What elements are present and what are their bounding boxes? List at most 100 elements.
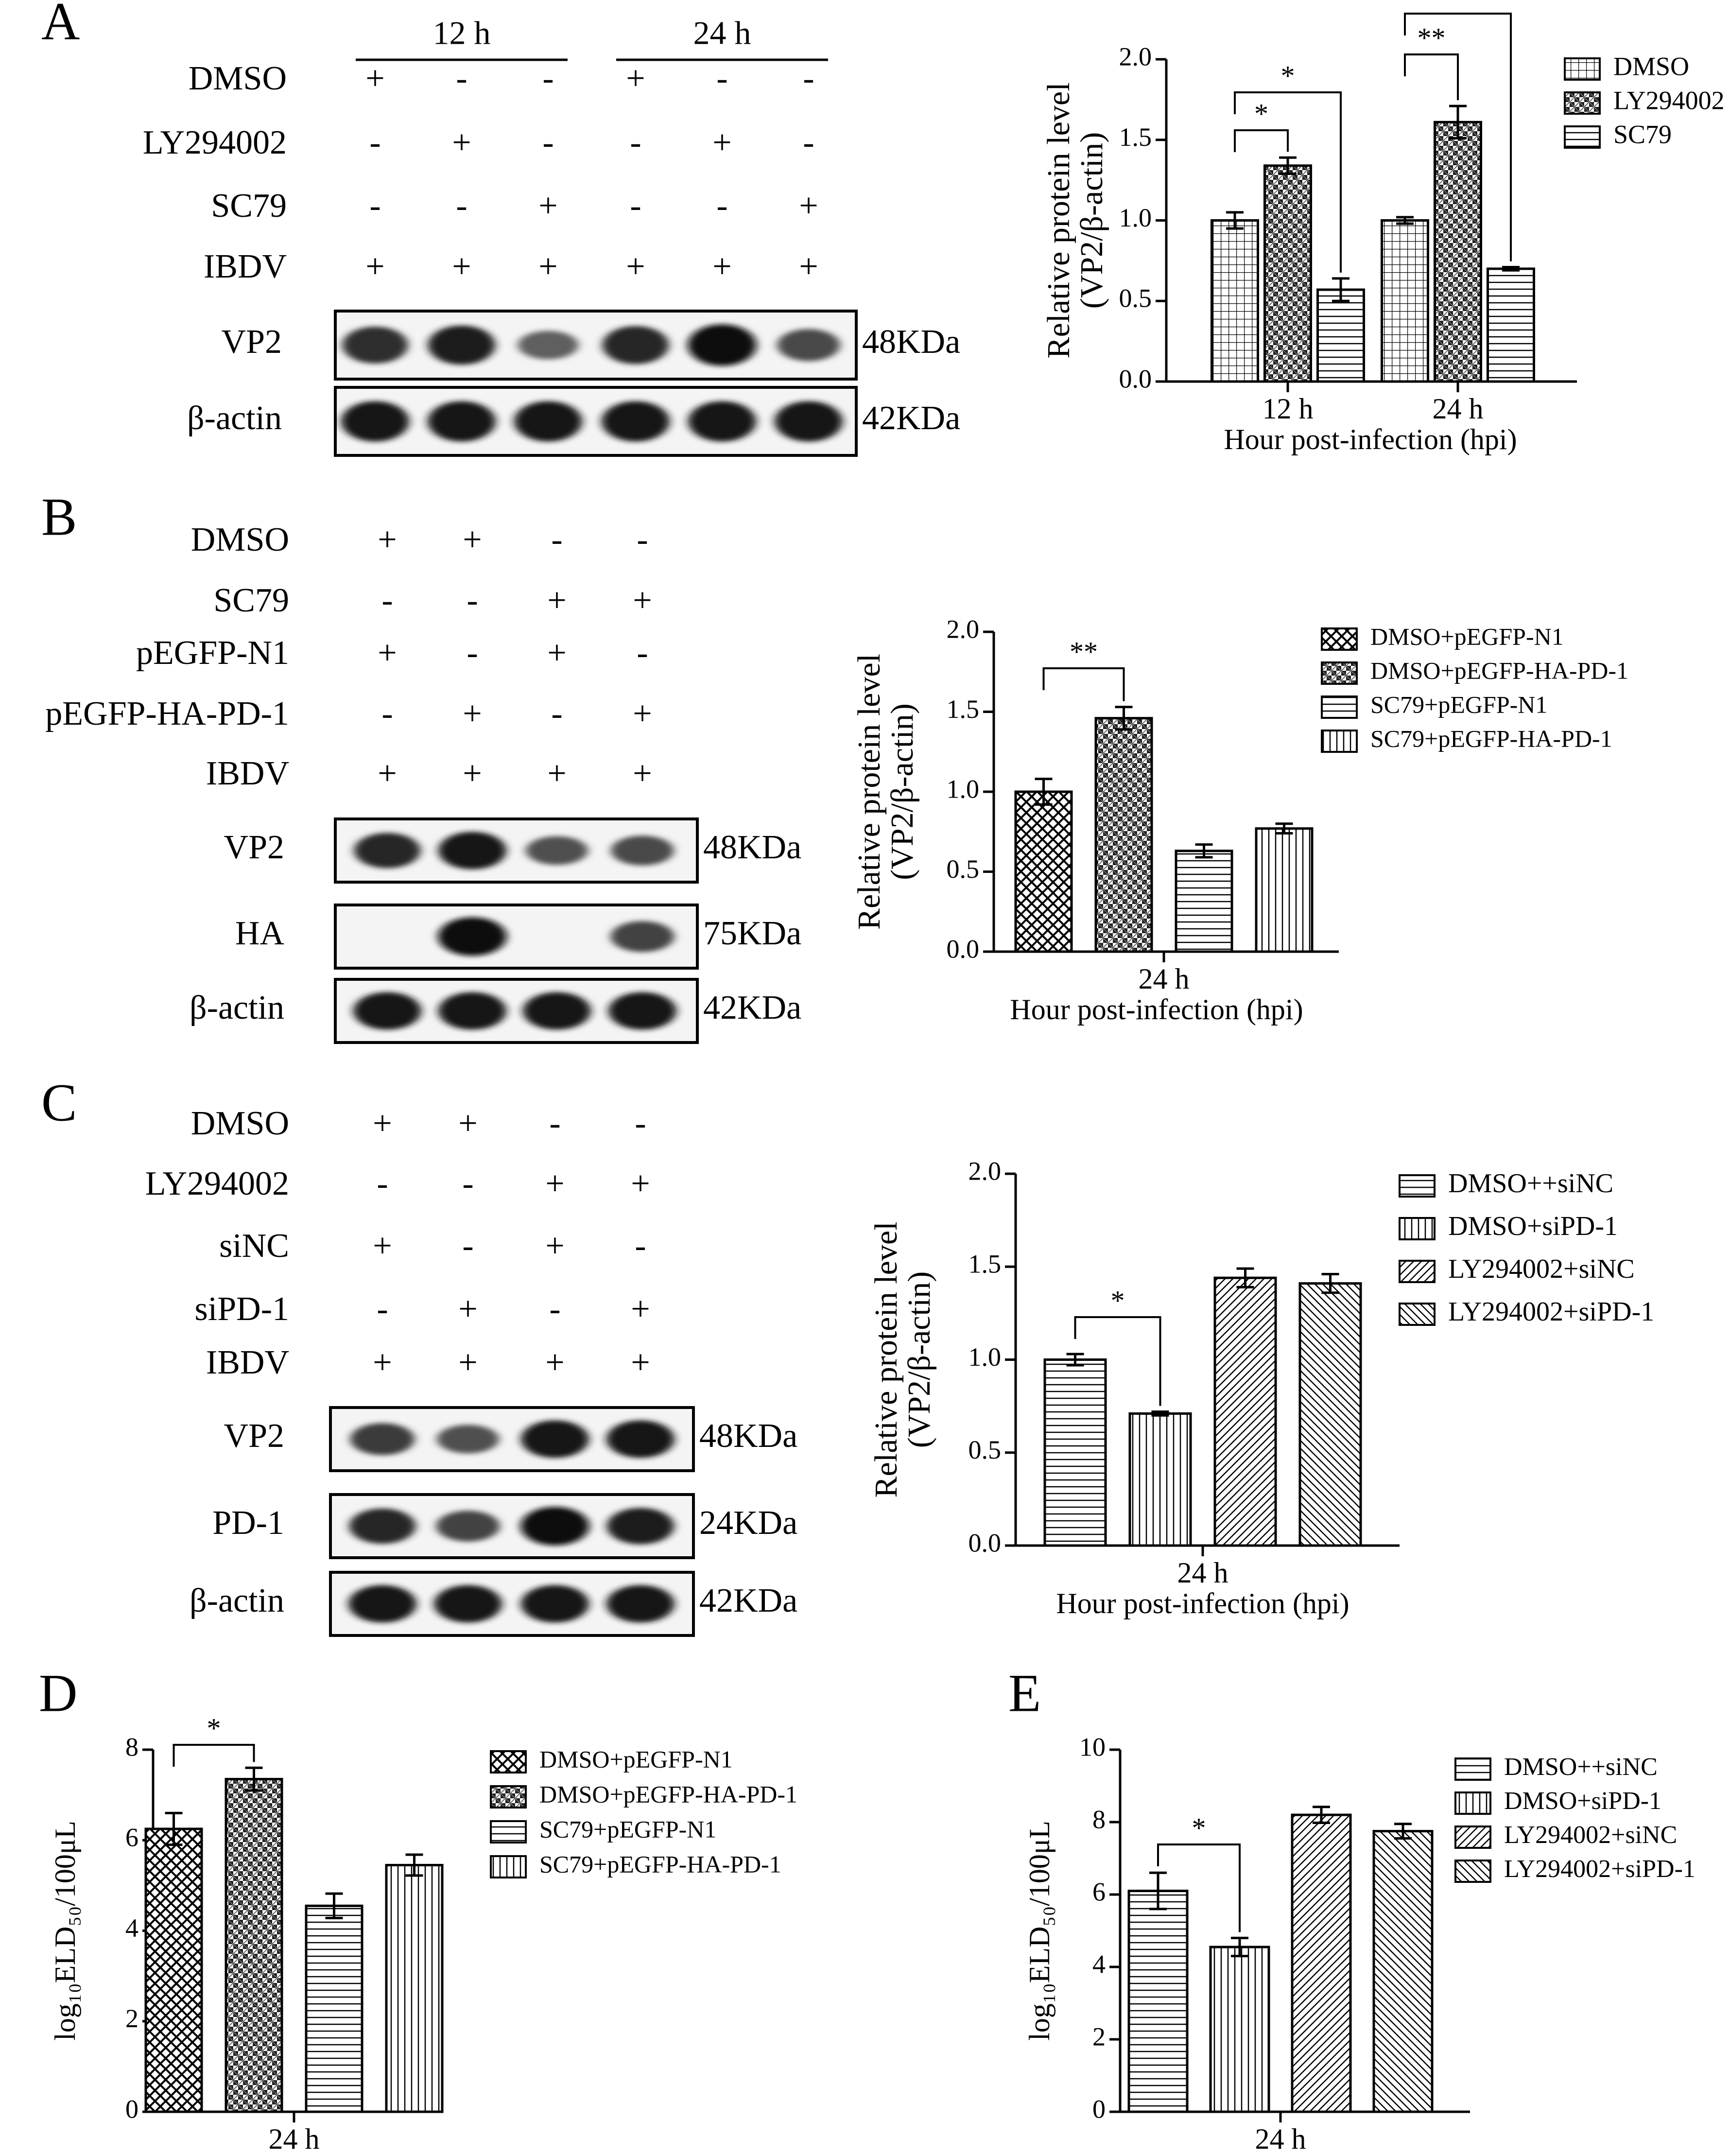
blot-band	[348, 1585, 416, 1623]
y-tick-label: 4	[1092, 1949, 1106, 1979]
plus-mark: +	[463, 521, 482, 558]
panel-letter: E	[1008, 1663, 1041, 1722]
blot-band	[607, 1508, 674, 1545]
legend-swatch	[1399, 1260, 1436, 1283]
significance-label: **	[1418, 22, 1446, 53]
plus-mark: +	[633, 695, 652, 732]
minus-mark: -	[377, 1165, 388, 1202]
y-tick-label: 6	[1092, 1877, 1106, 1906]
bar	[1434, 121, 1482, 383]
plus-mark: +	[378, 521, 397, 558]
plus-mark: +	[545, 1227, 564, 1265]
treatment-label: IBDV	[206, 1344, 289, 1381]
significance-label: *	[1281, 60, 1295, 91]
treatment-label: DMSO	[189, 60, 287, 97]
blot-band	[777, 329, 840, 362]
blot-band	[611, 835, 674, 866]
legend-swatch	[1399, 1303, 1436, 1326]
panel-letter: B	[41, 487, 77, 546]
plus-mark: +	[547, 582, 566, 619]
legend-entry: LY294002+siPD-1	[1448, 1297, 1654, 1327]
minus-mark: -	[542, 60, 554, 97]
minus-mark: -	[551, 521, 562, 558]
plus-mark: +	[631, 1165, 650, 1202]
significance-bracket	[173, 1744, 255, 1767]
minus-mark: -	[542, 124, 554, 161]
molecular-weight-label: 42KDa	[703, 989, 801, 1026]
plus-mark: +	[712, 124, 731, 161]
chart-A: 0.0 0.5 1.0 1.5 2.0 Relative protein level(VP…	[1041, 0, 1724, 455]
legend-swatch	[1399, 1217, 1436, 1240]
blot-band	[428, 325, 495, 365]
minus-mark: -	[716, 60, 727, 97]
y-tick-label: 2.0	[969, 1156, 1002, 1185]
minus-mark: -	[456, 187, 467, 225]
y-tick-label: 1.5	[947, 695, 980, 724]
legend-entry: LY294002+siNC	[1504, 1821, 1677, 1849]
legend-entry: DMSO+pEGFP-HA-PD-1	[539, 1780, 797, 1808]
blot-band	[523, 992, 591, 1030]
molecular-weight-label: 48KDa	[862, 323, 960, 361]
minus-mark: -	[635, 1105, 646, 1142]
legend-entry: DMSO++siNC	[1504, 1753, 1658, 1781]
band-label: β-actin	[190, 989, 284, 1026]
plus-mark: +	[799, 187, 818, 225]
band-label: β-actin	[187, 400, 282, 437]
blot-band	[606, 1420, 675, 1458]
time-group-label: 12 h	[433, 15, 491, 52]
x-tick-label: 24 h	[269, 2123, 320, 2155]
y-axis-label: (VP2/β-actin)	[1074, 132, 1109, 309]
minus-mark: -	[377, 1290, 388, 1328]
legend-swatch	[1321, 730, 1358, 753]
bar	[144, 1827, 203, 2113]
blot-band	[353, 992, 421, 1030]
blot-band	[342, 327, 408, 364]
significance-bracket	[1074, 1316, 1161, 1406]
plus-mark: +	[458, 1105, 477, 1142]
y-tick-label: 0.0	[969, 1528, 1002, 1557]
x-tick-label: 24 h	[1139, 963, 1190, 995]
minus-mark: -	[369, 187, 381, 225]
bar	[1094, 717, 1153, 953]
blot-band	[349, 1508, 416, 1544]
y-tick-label: 0	[125, 2094, 138, 2123]
bar	[1263, 164, 1312, 383]
y-tick-label: 0.5	[969, 1435, 1002, 1464]
minus-mark: -	[462, 1165, 473, 1202]
significance-label: *	[207, 1712, 221, 1744]
legend-swatch	[1454, 1791, 1491, 1815]
y-tick-label: 1.0	[1119, 203, 1152, 232]
significance-label: *	[1111, 1285, 1125, 1316]
plus-mark: +	[631, 1290, 650, 1328]
treatment-label: IBDV	[206, 755, 289, 792]
plus-mark: +	[626, 60, 645, 97]
treatment-label: SC79	[211, 187, 287, 225]
treatment-label: DMSO	[191, 1105, 289, 1142]
blot-band	[518, 330, 579, 360]
blot-band	[520, 1507, 589, 1546]
legend-entry: DMSO+pEGFP-N1	[1370, 623, 1564, 650]
y-tick-label: 2	[125, 2004, 138, 2033]
blot-band	[775, 401, 843, 442]
bar	[1209, 1946, 1270, 2113]
plus-mark: +	[633, 582, 652, 619]
blot-band	[608, 992, 676, 1030]
y-tick-label: 2.0	[947, 614, 980, 643]
y-tick-label: 0.0	[1119, 364, 1152, 393]
significance-bracket	[1157, 1843, 1241, 1932]
minus-mark: -	[381, 695, 393, 732]
minus-mark: -	[467, 582, 478, 619]
blot-band	[437, 1425, 499, 1454]
y-tick-label: 8	[1092, 1805, 1106, 1834]
treatment-label: IBDV	[204, 248, 287, 285]
plus-mark: +	[458, 1290, 477, 1328]
x-axis-label: Hour post-infection (hpi)	[1146, 2154, 1439, 2156]
blot-band	[341, 401, 409, 442]
bar	[1381, 219, 1429, 383]
y-tick-label: 1.0	[947, 774, 980, 803]
plus-mark: +	[365, 60, 384, 97]
legend-swatch	[1399, 1174, 1436, 1198]
legend-swatch	[1564, 91, 1601, 115]
plus-mark: +	[547, 634, 566, 672]
